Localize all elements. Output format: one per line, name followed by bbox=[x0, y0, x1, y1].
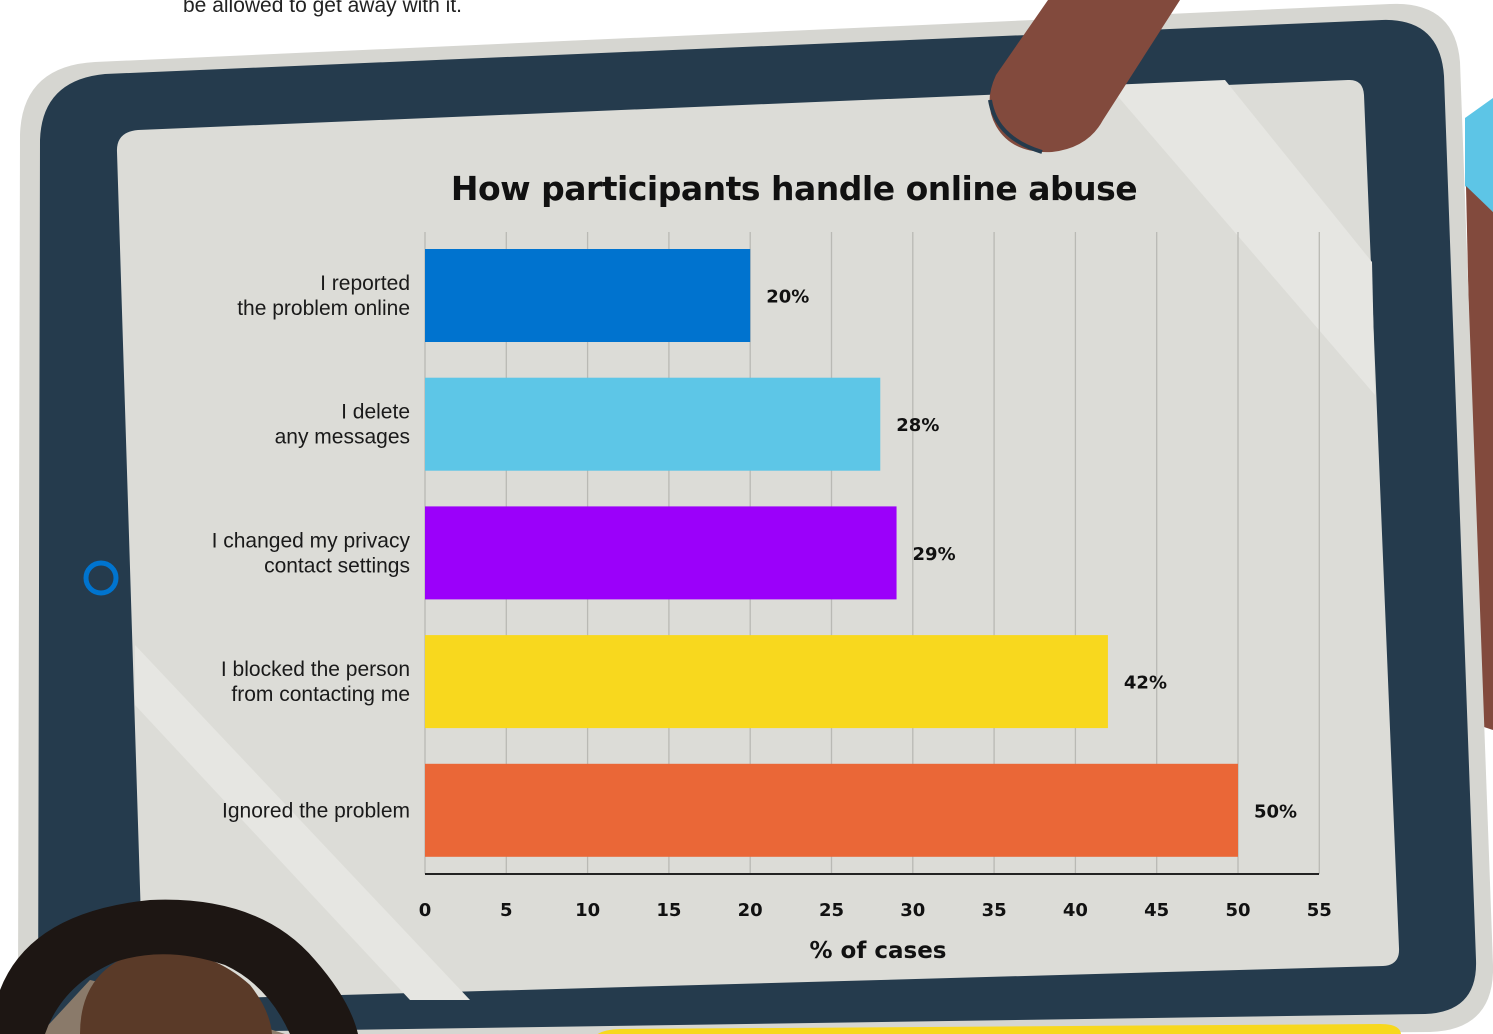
x-tick-label: 15 bbox=[656, 900, 681, 921]
x-tick-label: 50 bbox=[1225, 900, 1250, 921]
category-label: any messages bbox=[275, 426, 410, 449]
intro-text: be allowed to get away with it. bbox=[183, 0, 462, 17]
x-tick-label: 10 bbox=[575, 900, 600, 921]
bar-chart: How participants handle online abuse I r… bbox=[212, 169, 1332, 964]
category-label: I delete bbox=[341, 401, 410, 424]
category-label: Ignored the problem bbox=[222, 799, 410, 822]
bar bbox=[425, 249, 751, 342]
caption-bar bbox=[592, 1024, 1401, 1034]
home-button[interactable] bbox=[83, 560, 119, 596]
cyan-accent-shape bbox=[1465, 98, 1493, 212]
x-tick-label: 35 bbox=[982, 900, 1007, 921]
bar bbox=[425, 763, 1238, 857]
screen-glare-top bbox=[1108, 80, 1375, 395]
value-label: 20% bbox=[766, 287, 809, 308]
bars bbox=[425, 249, 1238, 857]
category-label: the problem online bbox=[237, 297, 410, 320]
category-label: from contacting me bbox=[231, 683, 410, 706]
x-tick-label: 25 bbox=[819, 900, 844, 921]
x-tick-label: 40 bbox=[1063, 900, 1088, 921]
x-tick-label: 45 bbox=[1144, 900, 1169, 921]
x-tick-label: 0 bbox=[419, 900, 432, 921]
x-tick-label: 55 bbox=[1307, 900, 1332, 921]
category-label: I blocked the person bbox=[221, 658, 410, 681]
value-label: 50% bbox=[1254, 801, 1297, 822]
value-label: 42% bbox=[1124, 673, 1167, 694]
bar bbox=[425, 506, 897, 600]
x-tick-label: 30 bbox=[900, 900, 925, 921]
brown-accent-shape bbox=[1466, 186, 1493, 730]
person-face bbox=[80, 951, 272, 1034]
person-hair bbox=[0, 899, 358, 1034]
screen-glare-bottom bbox=[135, 645, 470, 1000]
value-labels: 20% 28% 29% 42% 50% bbox=[766, 287, 1297, 823]
chart-title: How participants handle online abuse bbox=[451, 169, 1137, 208]
person-photo bbox=[0, 899, 358, 1034]
category-label: contact settings bbox=[264, 554, 410, 577]
x-tick-label: 20 bbox=[738, 900, 763, 921]
stylus-tip-rim bbox=[988, 99, 1043, 154]
bar bbox=[425, 377, 881, 471]
x-axis-title: % of cases bbox=[809, 938, 946, 964]
category-label: I changed my privacy bbox=[212, 529, 411, 552]
value-label: 29% bbox=[913, 544, 956, 565]
value-label: 28% bbox=[896, 415, 939, 436]
category-label: I reported bbox=[320, 272, 410, 295]
stylus bbox=[989, 0, 1180, 153]
x-tick-label: 5 bbox=[500, 900, 513, 921]
bar bbox=[425, 635, 1108, 729]
x-tick-labels: 0 5 10 15 20 25 30 35 40 45 50 55 bbox=[419, 900, 1332, 921]
